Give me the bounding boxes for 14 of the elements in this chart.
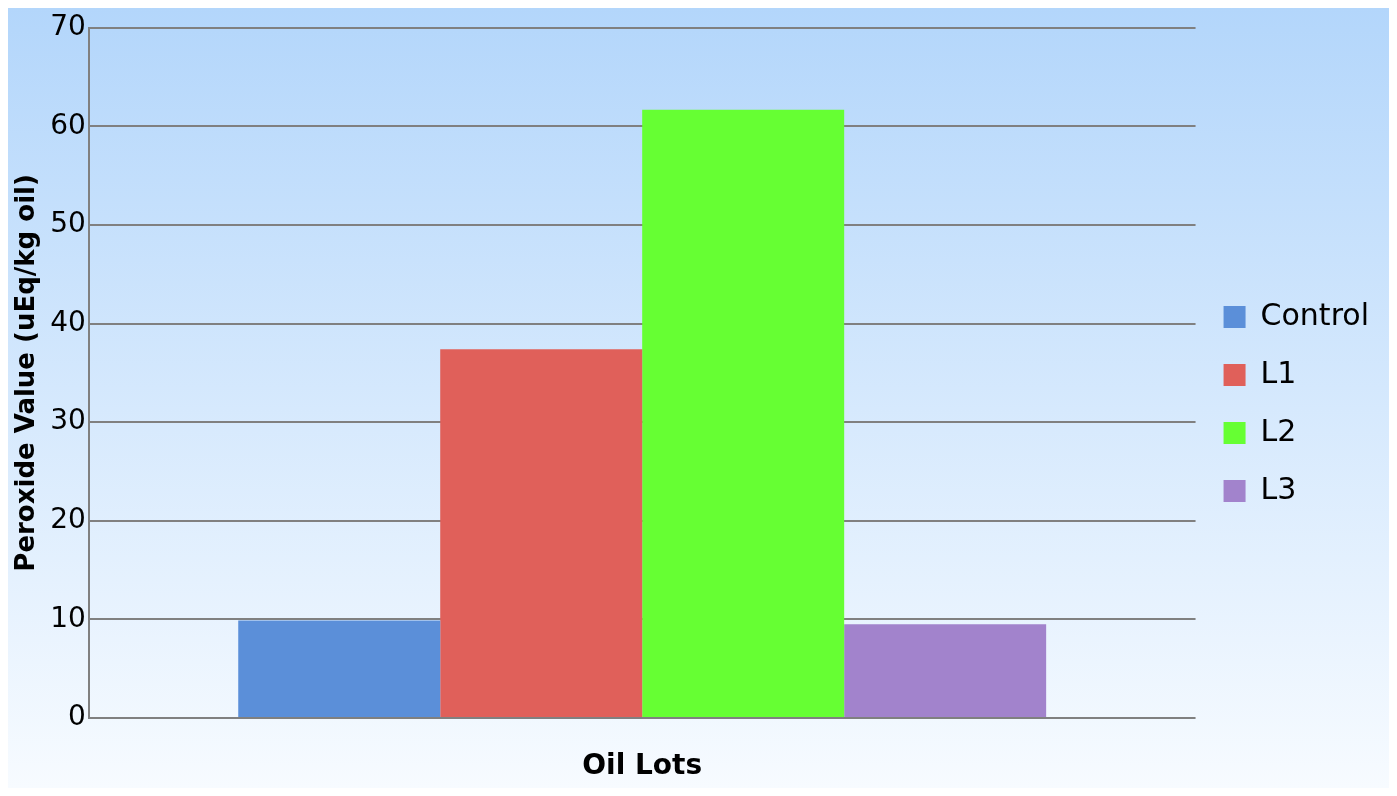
legend-label: L1 bbox=[1260, 354, 1297, 390]
x-axis-title: Oil Lots bbox=[582, 748, 703, 782]
y-tick-label: 50 bbox=[50, 206, 86, 240]
y-tick-label: 60 bbox=[50, 107, 86, 141]
y-tick-label: 30 bbox=[50, 403, 86, 437]
y-tick-label: 0 bbox=[68, 699, 86, 733]
legend-label: L2 bbox=[1260, 412, 1297, 448]
y-tick-label: 10 bbox=[50, 600, 86, 634]
y-tick-label: 20 bbox=[50, 502, 86, 536]
y-tick-label: 70 bbox=[50, 9, 86, 43]
legend-label: Control bbox=[1260, 296, 1370, 332]
y-tick-label: 40 bbox=[50, 304, 86, 338]
y-axis-title: Peroxide Value (uEq/kg oil) bbox=[10, 174, 41, 572]
legend-label: L3 bbox=[1260, 470, 1297, 506]
